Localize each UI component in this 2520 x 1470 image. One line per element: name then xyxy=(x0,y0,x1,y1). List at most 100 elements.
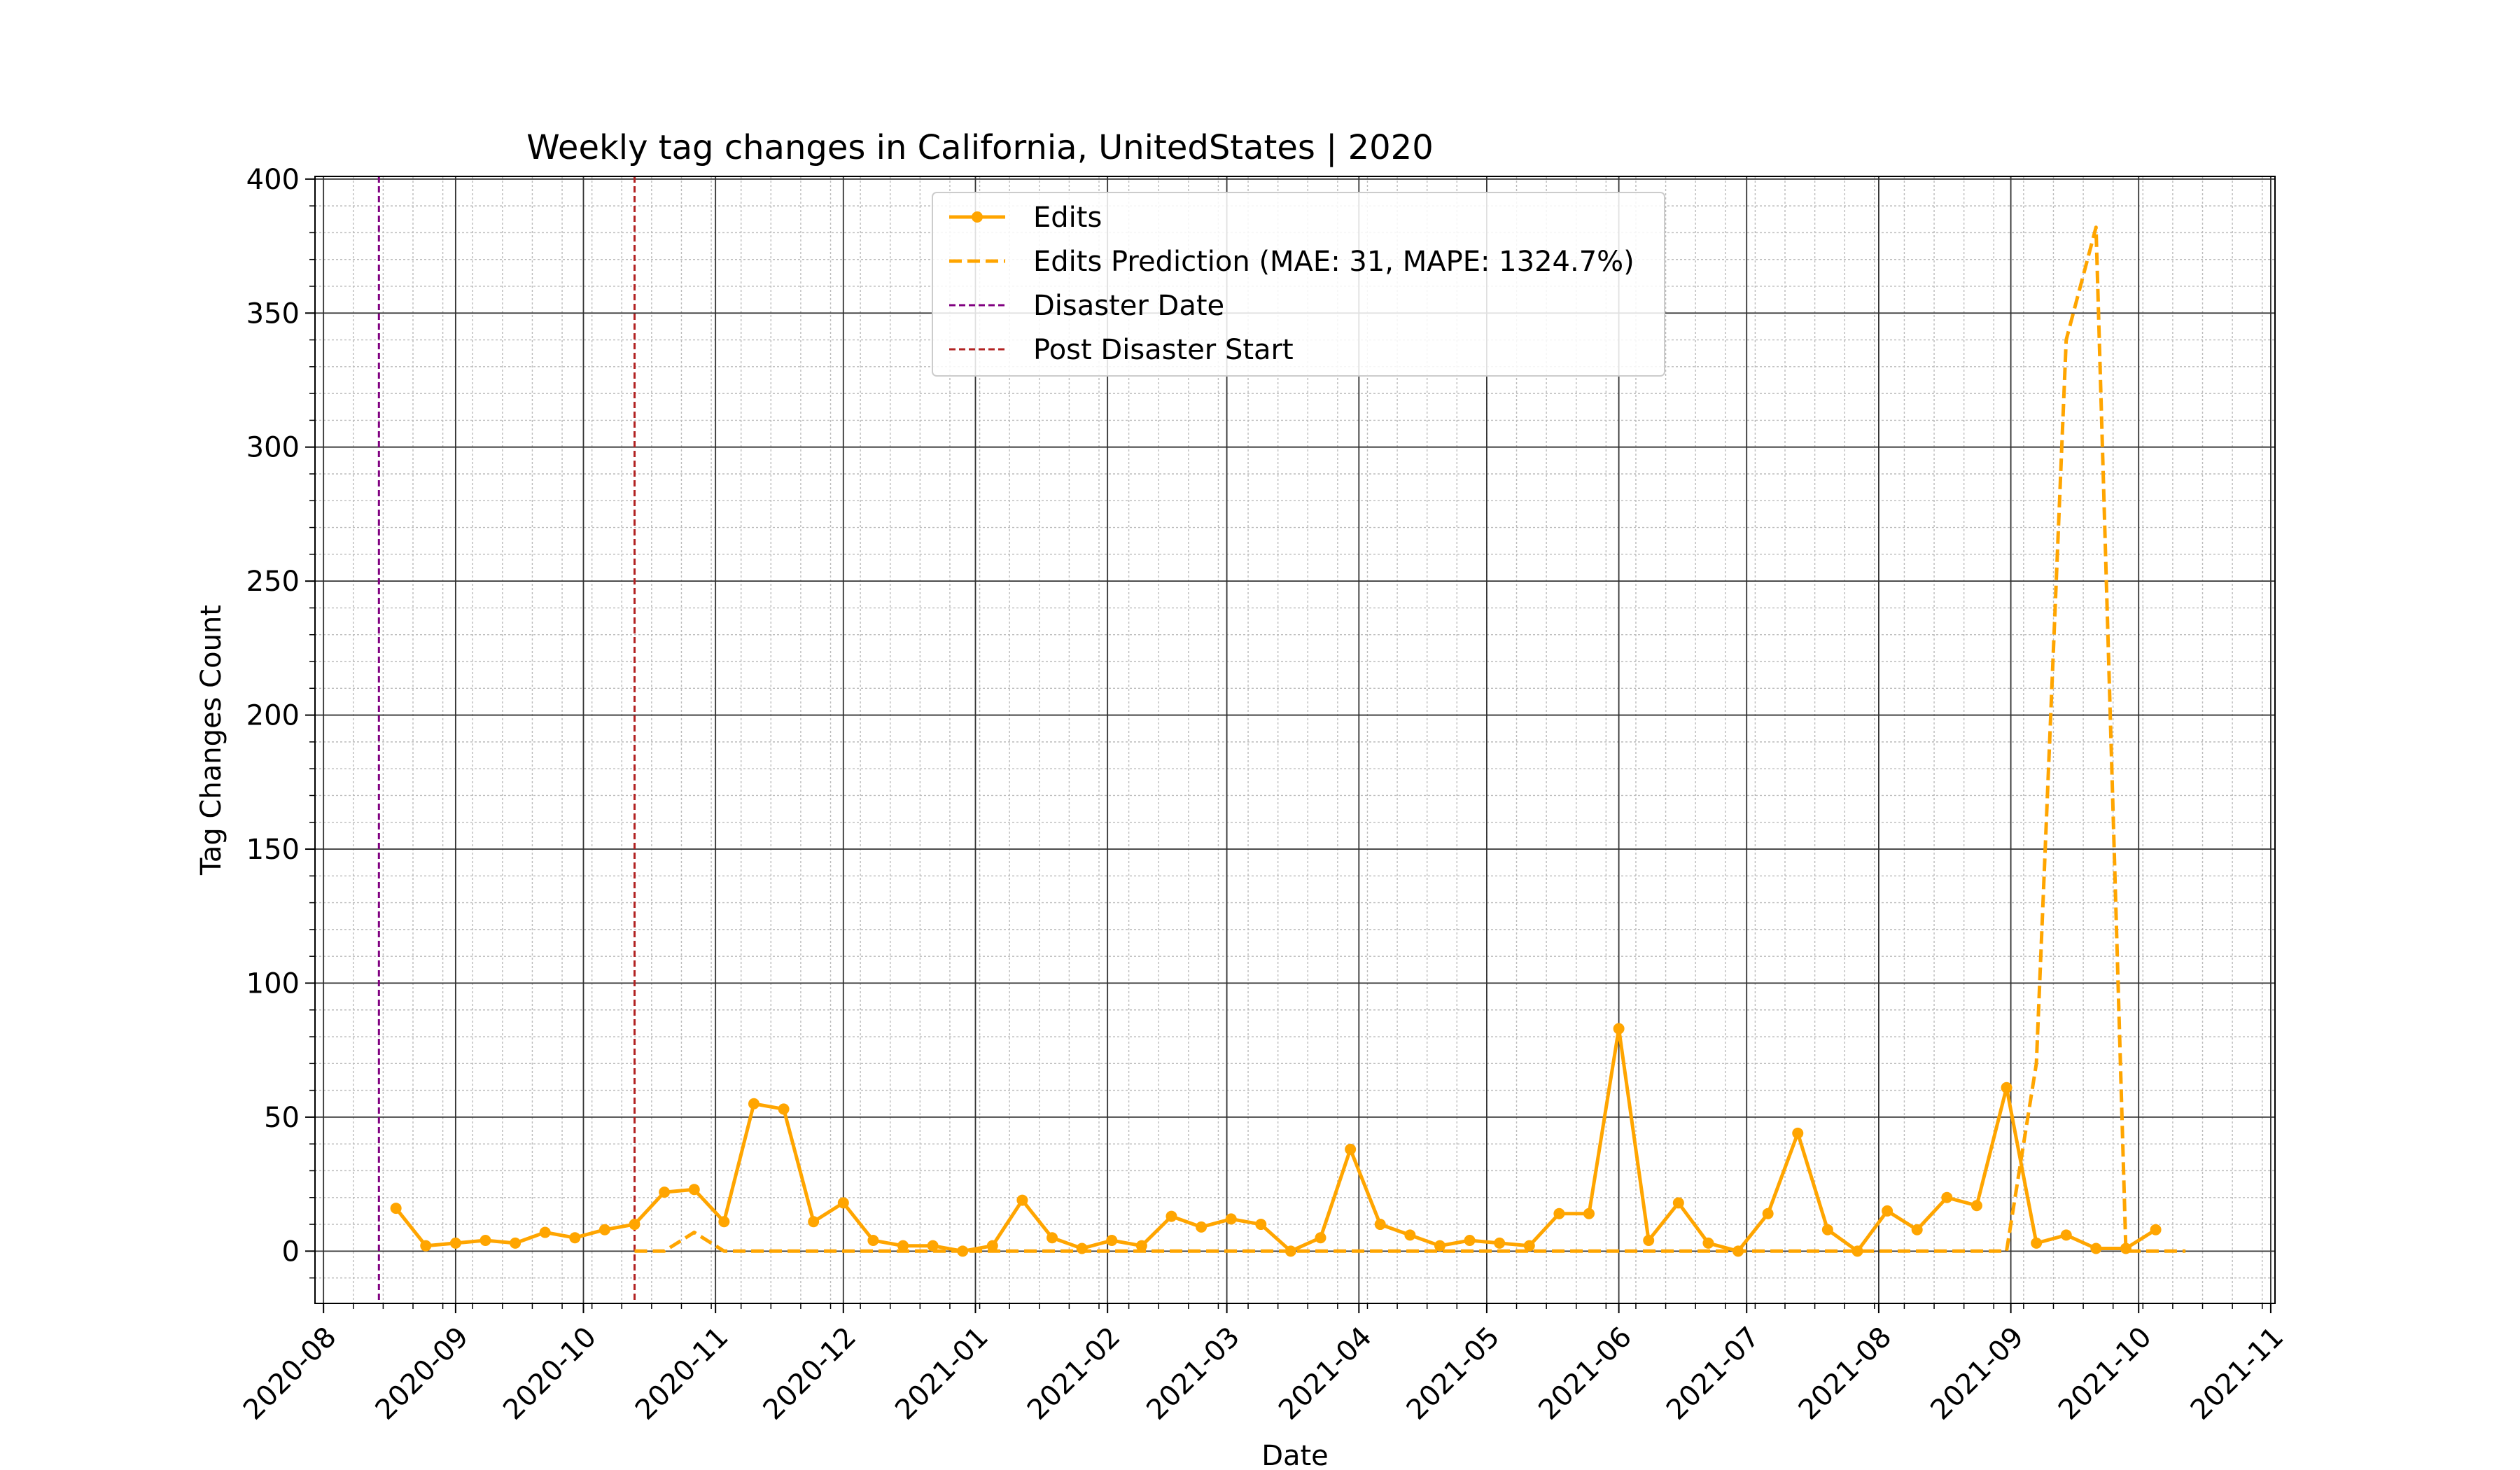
edits-point xyxy=(2001,1082,2012,1093)
y-tick-label: 100 xyxy=(246,967,300,1000)
x-tick-label: 2020-12 xyxy=(757,1321,863,1427)
x-tick-label: 2021-11 xyxy=(2185,1321,2290,1427)
legend-label: Disaster Date xyxy=(1033,290,1224,322)
edits-point xyxy=(569,1232,581,1244)
y-tick-label: 200 xyxy=(246,700,300,732)
edits-point xyxy=(1494,1237,1506,1249)
legend: Edits Edits Prediction (MAE: 31, MAPE: 13… xyxy=(932,192,1665,377)
edits-point xyxy=(837,1197,849,1209)
edits-point xyxy=(1046,1232,1058,1244)
edits-point xyxy=(1374,1219,1386,1231)
edits-point xyxy=(718,1216,730,1228)
edits-point xyxy=(1941,1191,1953,1203)
edits-point xyxy=(2150,1224,2162,1236)
x-tick-label: 2020-09 xyxy=(370,1321,475,1427)
edits-point xyxy=(1851,1245,1863,1257)
reference-lines xyxy=(377,176,636,1303)
edits-point xyxy=(598,1224,610,1236)
minor-grid xyxy=(315,176,2275,1303)
edits-point xyxy=(867,1235,879,1247)
edits-point xyxy=(2090,1242,2102,1254)
y-tick-label: 150 xyxy=(246,834,300,866)
x-tick-label: 2021-10 xyxy=(2052,1321,2158,1427)
y-tick-label: 250 xyxy=(246,566,300,598)
x-axis-label: Date xyxy=(1261,1440,1329,1470)
axis-ticks xyxy=(305,178,2272,1313)
legend-box xyxy=(932,192,1665,377)
edits-point xyxy=(1643,1235,1655,1247)
edits-point xyxy=(629,1219,640,1231)
edits-point xyxy=(897,1240,909,1252)
x-tick-label: 2021-05 xyxy=(1401,1321,1506,1427)
edits-point xyxy=(659,1186,671,1198)
edits-point xyxy=(1732,1245,1744,1257)
edits-point xyxy=(1762,1208,1774,1219)
x-tick-label: 2020-11 xyxy=(629,1321,735,1427)
x-tick-label: 2021-04 xyxy=(1273,1321,1378,1427)
x-tick-label: 2021-09 xyxy=(1924,1321,2030,1427)
y-tick-label: 50 xyxy=(264,1102,300,1134)
edits-point xyxy=(1464,1235,1476,1247)
x-tick-label: 2021-03 xyxy=(1140,1321,1246,1427)
edits-point xyxy=(1076,1242,1088,1254)
edits-point xyxy=(1166,1210,1177,1222)
y-axis-label: Tag Changes Count xyxy=(195,605,227,876)
edits-point xyxy=(2060,1229,2072,1241)
edits-point xyxy=(1255,1219,1267,1231)
edits-point xyxy=(808,1216,820,1228)
edits-point xyxy=(1882,1205,1893,1217)
edits-point xyxy=(1284,1245,1296,1257)
y-tick-labels: 0 50 100 150 200 250 300 350 400 xyxy=(246,164,300,1268)
edits-point xyxy=(1434,1240,1446,1252)
y-tick-label: 0 xyxy=(282,1236,300,1268)
edits-point xyxy=(748,1098,760,1110)
edits-point xyxy=(1672,1197,1684,1209)
edits-point xyxy=(927,1240,939,1252)
plot-frame xyxy=(314,176,2276,1304)
legend-label: Edits xyxy=(1033,202,1102,234)
y-tick-label: 400 xyxy=(246,164,300,196)
edits-point xyxy=(957,1245,969,1257)
edits-point xyxy=(1702,1237,1714,1249)
edits-point xyxy=(510,1237,522,1249)
x-tick-label: 2021-02 xyxy=(1021,1321,1127,1427)
edits-point xyxy=(1135,1240,1147,1252)
legend-label: Edits Prediction (MAE: 31, MAPE: 1324.7%… xyxy=(1033,246,1634,278)
edits-point xyxy=(539,1226,551,1238)
edits-point xyxy=(1792,1127,1804,1139)
edits-point xyxy=(390,1203,402,1214)
x-tick-label: 2021-07 xyxy=(1660,1321,1766,1427)
y-tick-label: 350 xyxy=(246,298,300,330)
edits-point xyxy=(479,1235,491,1247)
edits-point xyxy=(1613,1023,1625,1035)
x-tick-label: 2021-06 xyxy=(1532,1321,1638,1427)
series-layer xyxy=(390,225,2186,1257)
legend-marker xyxy=(972,211,983,223)
prediction-line xyxy=(634,225,2186,1253)
edits-point xyxy=(1225,1213,1237,1225)
x-tick-label: 2021-01 xyxy=(889,1321,995,1427)
major-grid xyxy=(315,176,2275,1303)
edits-point xyxy=(1911,1224,1923,1236)
edits-point xyxy=(1016,1194,1028,1206)
edits-point xyxy=(1970,1200,1982,1212)
legend-label: Post Disaster Start xyxy=(1033,334,1294,366)
edits-point xyxy=(1404,1229,1416,1241)
x-tick-label: 2020-08 xyxy=(237,1321,343,1427)
edits-point xyxy=(1106,1235,1118,1247)
chart-title: Weekly tag changes in California, United… xyxy=(526,128,1433,167)
x-tick-label: 2020-10 xyxy=(497,1321,603,1427)
x-tick-label: 2021-08 xyxy=(1793,1321,1898,1427)
edits-point xyxy=(986,1240,998,1252)
edits-point xyxy=(688,1184,700,1196)
edits-point xyxy=(2031,1237,2043,1249)
edits-point xyxy=(1553,1208,1565,1219)
edits-point xyxy=(778,1103,790,1115)
edits-point xyxy=(1821,1224,1833,1236)
edits-point xyxy=(420,1240,432,1252)
edits-point xyxy=(1315,1232,1326,1244)
edits-point xyxy=(1196,1221,1208,1233)
y-tick-label: 300 xyxy=(246,432,300,464)
edits-point xyxy=(1523,1240,1535,1252)
